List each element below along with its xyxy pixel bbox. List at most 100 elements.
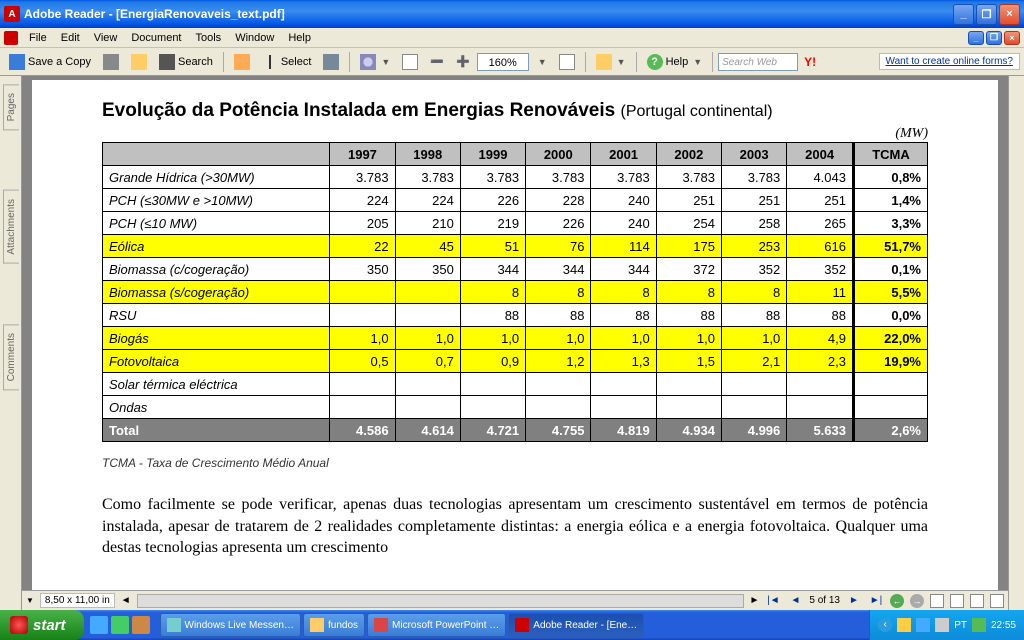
view-cont-icon[interactable] xyxy=(950,594,964,608)
zoom-in-step[interactable]: ➕ xyxy=(451,52,475,71)
doc-minimize-button[interactable]: _ xyxy=(968,31,984,45)
nav-prev-button[interactable]: ◄ xyxy=(787,594,803,608)
save-copy-button[interactable]: Save a Copy xyxy=(4,51,96,73)
tab-pages[interactable]: Pages xyxy=(3,84,19,130)
search-web-input[interactable]: Search Web xyxy=(718,53,798,71)
tcma-cell: 0,1% xyxy=(854,258,928,281)
doc-close-button[interactable]: × xyxy=(1004,31,1020,45)
total-label: Total xyxy=(103,419,330,442)
view-single-icon[interactable] xyxy=(930,594,944,608)
h-scrollbar[interactable] xyxy=(137,594,744,608)
row-label: Eólica xyxy=(103,235,330,258)
cell: 114 xyxy=(591,235,656,258)
select-tool-button[interactable]: Select xyxy=(257,51,317,73)
tab-attachments[interactable]: Attachments xyxy=(3,190,19,264)
doc-restore-button[interactable]: ❐ xyxy=(986,31,1002,45)
table-row: Biogás1,01,01,01,01,01,01,04,922,0% xyxy=(103,327,928,350)
nav-last-button[interactable]: ►| xyxy=(868,594,884,608)
cell xyxy=(591,373,656,396)
view-facing-icon[interactable] xyxy=(970,594,984,608)
start-button[interactable]: start xyxy=(0,610,84,640)
zoom-actual-button[interactable] xyxy=(397,51,423,73)
menu-window[interactable]: Window xyxy=(228,30,281,46)
menu-view[interactable]: View xyxy=(87,30,125,46)
cell: 88 xyxy=(787,304,854,327)
col-blank xyxy=(103,143,330,166)
cell: 3.783 xyxy=(460,166,525,189)
task-button[interactable]: Windows Live Messen… xyxy=(160,613,301,637)
cell: 344 xyxy=(460,258,525,281)
window-titlebar: A Adobe Reader - [EnergiaRenovaveis_text… xyxy=(0,0,1024,28)
table-row: Biomassa (c/cogeração)350350344344344372… xyxy=(103,258,928,281)
cell xyxy=(526,373,591,396)
tab-comments[interactable]: Comments xyxy=(3,324,19,390)
menu-tools[interactable]: Tools xyxy=(189,30,229,46)
taskbar: start Windows Live Messen… fundosMicrosof… xyxy=(0,610,1024,640)
desktop-icon[interactable] xyxy=(111,616,129,634)
ie-icon[interactable] xyxy=(90,616,108,634)
col-year: 1998 xyxy=(395,143,460,166)
yahoo-icon[interactable]: Y! xyxy=(804,55,816,69)
total-tcma: 2,6% xyxy=(854,419,928,442)
cell: 88 xyxy=(526,304,591,327)
cell: 205 xyxy=(330,212,395,235)
promo-link[interactable]: Want to create online forms? xyxy=(879,53,1020,70)
rotate-button[interactable]: ▼ xyxy=(591,51,631,73)
view-contfacing-icon[interactable] xyxy=(990,594,1004,608)
binoculars-icon xyxy=(159,54,175,70)
task-button[interactable]: Microsoft PowerPoint … xyxy=(367,613,506,637)
cell: 372 xyxy=(656,258,721,281)
row-label: Biomassa (c/cogeração) xyxy=(103,258,330,281)
total-row: Total4.5864.6144.7214.7554.8194.9344.996… xyxy=(103,419,928,442)
media-icon[interactable] xyxy=(132,616,150,634)
cell: 3.783 xyxy=(526,166,591,189)
nav-back-button[interactable]: ← xyxy=(890,594,904,608)
tray-icon-4[interactable] xyxy=(972,618,986,632)
snapshot-button[interactable] xyxy=(318,51,344,73)
menu-file[interactable]: File xyxy=(22,30,54,46)
task-button[interactable]: fundos xyxy=(303,613,365,637)
help-button[interactable]: ?Help▼ xyxy=(642,51,708,73)
nav-fwd-button[interactable]: → xyxy=(910,594,924,608)
hand-icon xyxy=(234,54,250,70)
menu-edit[interactable]: Edit xyxy=(54,30,87,46)
email-button[interactable] xyxy=(126,51,152,73)
task-label: Windows Live Messen… xyxy=(185,620,294,631)
help-icon: ? xyxy=(647,54,663,70)
close-button[interactable]: × xyxy=(999,4,1020,25)
table-row: Grande Hídrica (>30MW)3.7833.7833.7833.7… xyxy=(103,166,928,189)
menu-help[interactable]: Help xyxy=(281,30,318,46)
tray-expand-icon[interactable]: ‹ xyxy=(878,618,892,632)
v-scrollbar[interactable] xyxy=(1008,76,1024,610)
cell xyxy=(722,373,787,396)
quick-launch xyxy=(84,616,156,634)
cell: 1,0 xyxy=(460,327,525,350)
minimize-button[interactable]: _ xyxy=(953,4,974,25)
nav-first-button[interactable]: |◄ xyxy=(765,594,781,608)
zoom-value[interactable]: 160% xyxy=(477,53,529,71)
zoom-out-step[interactable]: ➖ xyxy=(425,52,449,71)
col-year: 2002 xyxy=(656,143,721,166)
tray-icon-1[interactable] xyxy=(897,618,911,632)
zoom-in-button[interactable]: ▼ xyxy=(355,51,395,73)
hand-tool-button[interactable] xyxy=(229,51,255,73)
tcma-cell: 1,4% xyxy=(854,189,928,212)
unit-label: (MW) xyxy=(102,126,928,142)
search-button[interactable]: Search xyxy=(154,51,218,73)
ibeam-icon xyxy=(262,54,278,70)
fit-width-button[interactable] xyxy=(554,51,580,73)
task-button[interactable]: Adobe Reader - [Ene… xyxy=(508,613,644,637)
page-dimensions: 8,50 x 11,00 in xyxy=(40,593,115,608)
cell xyxy=(395,304,460,327)
cell: 1,0 xyxy=(591,327,656,350)
zoom-dropdown[interactable]: ▼ xyxy=(531,54,552,70)
tray-icon-2[interactable] xyxy=(916,618,930,632)
menu-document[interactable]: Document xyxy=(124,30,188,46)
maximize-button[interactable]: ❐ xyxy=(976,4,997,25)
tray-icon-3[interactable] xyxy=(935,618,949,632)
tray-clock[interactable]: 22:55 xyxy=(991,620,1016,631)
cell: 1,0 xyxy=(656,327,721,350)
tray-lang[interactable]: PT xyxy=(954,620,967,631)
print-button[interactable] xyxy=(98,51,124,73)
nav-next-button[interactable]: ► xyxy=(846,594,862,608)
